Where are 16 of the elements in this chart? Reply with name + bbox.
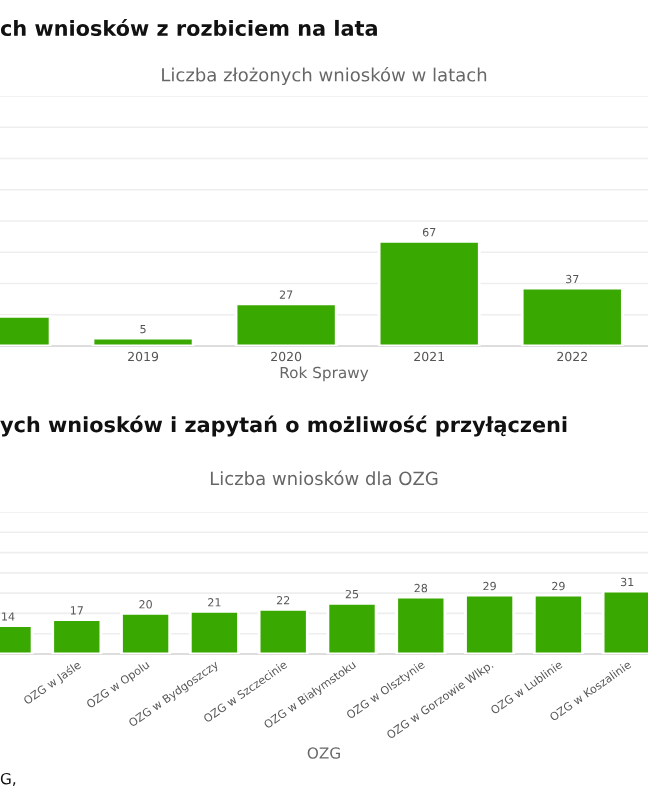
- bar: [257, 607, 309, 654]
- bar: [188, 610, 240, 654]
- bar: [326, 601, 378, 654]
- chart-title: Liczba złożonych wniosków w latach: [162, 66, 487, 86]
- text: ch wniosków z rozbiciem na lata: [0, 19, 377, 37]
- chart-title: Liczba wniosków dla OZG: [210, 470, 438, 486]
- bar: [377, 239, 481, 346]
- bar: [234, 302, 338, 346]
- bar: [464, 593, 516, 654]
- bar: [532, 593, 584, 654]
- bar: [51, 618, 103, 654]
- bar: [91, 336, 195, 346]
- bar: [520, 286, 624, 346]
- text: ych wniosków i zapytań o możliwość przyłączeni: [0, 415, 567, 437]
- bar: [120, 612, 172, 654]
- bar: [395, 595, 447, 654]
